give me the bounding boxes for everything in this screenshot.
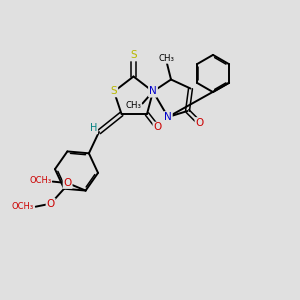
Text: OCH₃: OCH₃ (12, 202, 34, 211)
Text: O: O (64, 178, 72, 188)
Text: N: N (149, 86, 157, 97)
Text: CH₃: CH₃ (125, 100, 141, 109)
Text: N: N (164, 112, 172, 122)
Text: O: O (46, 199, 55, 209)
Text: O: O (195, 118, 204, 128)
Text: S: S (130, 50, 137, 61)
Text: H: H (90, 123, 97, 134)
Text: N: N (149, 86, 157, 97)
Text: CH₃: CH₃ (158, 54, 175, 63)
Text: S: S (111, 86, 117, 97)
Text: OCH₃: OCH₃ (29, 176, 51, 185)
Text: O: O (153, 122, 162, 133)
